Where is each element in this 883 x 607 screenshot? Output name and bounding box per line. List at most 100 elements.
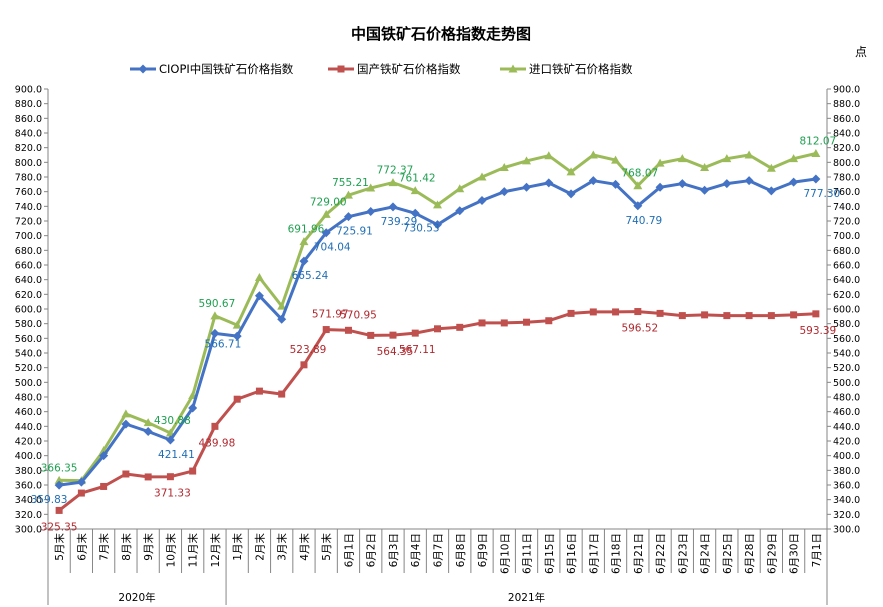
data-point-marker bbox=[254, 272, 264, 281]
data-point-marker bbox=[433, 200, 442, 209]
y-tick-label-left: 400.0 bbox=[15, 451, 42, 462]
legend: CIOPI中国铁矿石价格指数 国产铁矿石价格指数 进口铁矿石价格指数 bbox=[130, 62, 633, 76]
x-tick-label: 11月末 bbox=[187, 533, 200, 568]
y-tick-label-right: 640.0 bbox=[833, 275, 860, 286]
x-tick-label: 2月末 bbox=[253, 533, 266, 561]
data-point-marker bbox=[55, 506, 63, 514]
legend-entry-label: 进口铁矿石价格指数 bbox=[529, 62, 633, 76]
year-group-label: 2020年 bbox=[118, 591, 155, 604]
y-tick-label-left: 380.0 bbox=[15, 466, 42, 477]
data-point-marker bbox=[545, 317, 553, 325]
data-label: 740.79 bbox=[625, 215, 662, 227]
data-point-marker bbox=[588, 150, 598, 159]
x-tick-label: 1月末 bbox=[231, 533, 244, 561]
data-point-marker bbox=[701, 311, 709, 319]
data-point-marker bbox=[233, 395, 241, 403]
y-tick-label-left: 780.0 bbox=[15, 173, 42, 184]
x-tick-label: 6月21日 bbox=[633, 533, 645, 574]
y-tick-label-right: 460.0 bbox=[833, 407, 860, 418]
x-tick-label: 5月末 bbox=[320, 533, 333, 561]
x-tick-label: 6月9日 bbox=[477, 533, 489, 567]
data-label: 761.42 bbox=[399, 173, 436, 185]
data-point-marker bbox=[299, 237, 309, 246]
y-tick-label-right: 860.0 bbox=[833, 114, 860, 125]
data-point-marker bbox=[389, 331, 397, 339]
data-point-marker bbox=[455, 206, 465, 216]
data-point-marker bbox=[745, 312, 753, 320]
series-layer bbox=[54, 148, 821, 514]
data-point-marker bbox=[366, 183, 376, 192]
data-label: 691.96 bbox=[288, 224, 325, 236]
x-tick-label: 6月11日 bbox=[522, 533, 534, 574]
x-tick-label: 7月末 bbox=[98, 533, 111, 561]
unit-label: 点 bbox=[855, 45, 867, 59]
data-point-marker bbox=[678, 312, 686, 320]
y-tick-label-left: 580.0 bbox=[15, 319, 42, 330]
data-point-marker bbox=[722, 154, 732, 163]
chart-title: 中国铁矿石价格指数走势图 bbox=[351, 25, 531, 43]
data-point-marker bbox=[455, 184, 465, 193]
data-label: 777.30 bbox=[803, 188, 840, 200]
x-tick-label: 6月30日 bbox=[789, 533, 801, 574]
data-point-marker bbox=[544, 151, 554, 160]
data-point-marker bbox=[322, 326, 330, 334]
y-tick-label-right: 820.0 bbox=[833, 143, 860, 154]
data-point-marker bbox=[433, 220, 442, 230]
y-tick-label-left: 540.0 bbox=[15, 349, 42, 360]
y-tick-label-right: 380.0 bbox=[833, 466, 860, 477]
x-tick-label: 6月23日 bbox=[677, 533, 689, 574]
data-point-marker bbox=[633, 181, 643, 190]
data-point-marker bbox=[790, 311, 798, 319]
y-tick-label-left: 340.0 bbox=[15, 495, 42, 506]
y-tick-label-left: 640.0 bbox=[15, 275, 42, 286]
data-point-marker bbox=[677, 179, 687, 189]
y-tick-label-right: 700.0 bbox=[833, 231, 860, 242]
data-label: 325.35 bbox=[41, 521, 78, 533]
data-point-marker bbox=[210, 328, 220, 338]
data-point-marker bbox=[278, 390, 286, 398]
data-point-marker bbox=[189, 467, 197, 475]
x-tick-label: 6月15日 bbox=[544, 533, 556, 574]
data-point-marker bbox=[54, 475, 64, 484]
data-label: 564.35 bbox=[377, 346, 414, 358]
data-point-marker bbox=[255, 387, 263, 395]
data-point-marker bbox=[138, 64, 148, 74]
x-tick-label: 6月18日 bbox=[611, 533, 623, 574]
y-tick-label-left: 520.0 bbox=[15, 363, 42, 374]
data-point-marker bbox=[343, 190, 353, 199]
data-point-marker bbox=[343, 212, 353, 222]
x-tick-label: 6月8日 bbox=[455, 533, 467, 567]
data-point-marker bbox=[166, 473, 174, 481]
y-tick-label-left: 880.0 bbox=[15, 99, 42, 110]
data-point-marker bbox=[100, 482, 108, 490]
y-tick-label-right: 580.0 bbox=[833, 319, 860, 330]
data-point-marker bbox=[232, 331, 242, 341]
y-tick-label-right: 520.0 bbox=[833, 363, 860, 374]
data-point-marker bbox=[434, 325, 441, 333]
x-tick-label: 4月末 bbox=[298, 533, 311, 561]
data-point-marker bbox=[789, 177, 799, 187]
data-label: 567.11 bbox=[399, 344, 436, 356]
data-point-marker bbox=[321, 228, 331, 238]
data-point-marker bbox=[477, 172, 487, 181]
y-tick-label-left: 740.0 bbox=[15, 202, 42, 213]
data-point-marker bbox=[544, 178, 554, 188]
x-tick-label: 6月1日 bbox=[343, 533, 355, 567]
axes: 300.0 300.0 320.0 320.0 340.0 340.0 360.0 360.0… bbox=[15, 85, 860, 605]
data-point-marker bbox=[77, 489, 85, 497]
y-tick-label-right: 480.0 bbox=[833, 393, 860, 404]
y-tick-label-right: 840.0 bbox=[833, 129, 860, 140]
data-label: 729.00 bbox=[310, 196, 347, 208]
data-point-marker bbox=[656, 309, 664, 317]
data-point-marker bbox=[589, 308, 597, 316]
x-tick-label: 6月25日 bbox=[722, 533, 734, 574]
data-point-marker bbox=[611, 179, 621, 189]
x-tick-label: 6月24日 bbox=[700, 533, 712, 574]
y-tick-label-left: 460.0 bbox=[15, 407, 42, 418]
x-tick-label: 6月2日 bbox=[366, 533, 378, 567]
x-tick-label: 6月7日 bbox=[433, 533, 445, 567]
data-point-marker bbox=[499, 162, 509, 171]
data-point-marker bbox=[811, 174, 821, 184]
y-tick-label-left: 860.0 bbox=[15, 114, 42, 125]
